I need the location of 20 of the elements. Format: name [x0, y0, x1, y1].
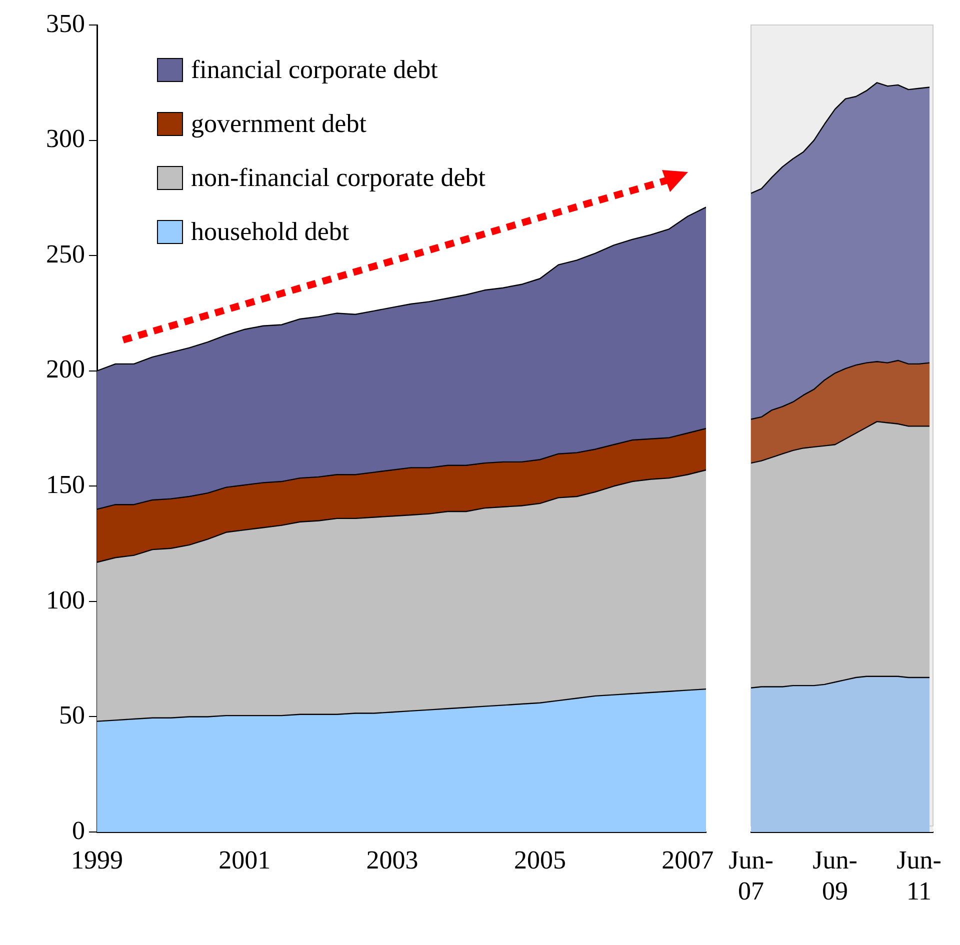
- y-tick-label: 200: [46, 354, 85, 384]
- y-tick-label: 350: [46, 8, 85, 38]
- x-tick-label: 2001: [218, 845, 271, 874]
- legend-label: household debt: [191, 217, 350, 247]
- y-tick-label: 50: [59, 700, 85, 730]
- x-tick-label: Jun-11: [896, 845, 942, 906]
- legend-label: financial corporate debt: [191, 55, 438, 85]
- y-tick-label: 300: [46, 124, 85, 154]
- legend-label: government debt: [191, 109, 366, 139]
- y-tick-label: 0: [72, 816, 85, 845]
- y-tick-label: 100: [46, 585, 85, 614]
- x-tick-label: 2005: [514, 845, 566, 874]
- x-tick-label: 2007: [662, 845, 714, 874]
- x-tick-label: Jun-09: [812, 845, 858, 906]
- y-tick-label: 150: [46, 470, 85, 499]
- x-tick-label: 2003: [366, 845, 418, 874]
- x-tick-label: 1999: [71, 845, 123, 874]
- x-tick-label: Jun-07: [728, 845, 774, 906]
- legend-label: non-financial corporate debt: [191, 163, 486, 193]
- y-tick-label: 250: [46, 239, 85, 268]
